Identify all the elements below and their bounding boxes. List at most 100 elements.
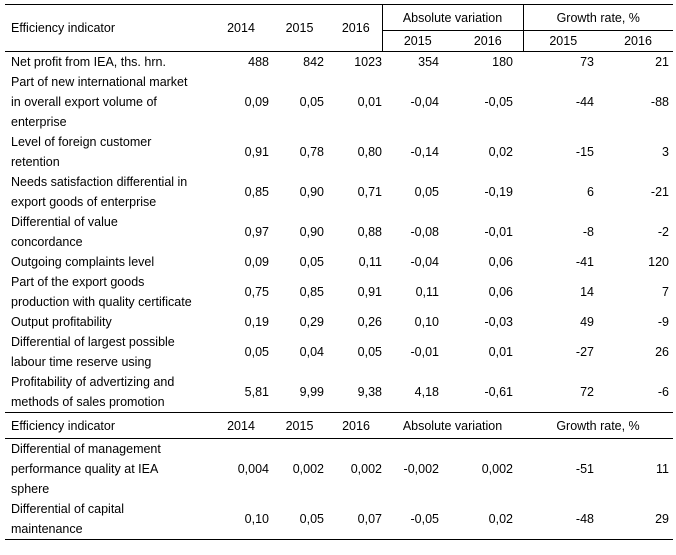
cell-2016: 1023 — [354, 55, 382, 69]
row-label-line: Output profitability — [11, 315, 112, 329]
cell-2016: 0,71 — [357, 185, 382, 199]
row-label: Part of new international market in over… — [5, 72, 213, 132]
cell-2015: 0,78 — [299, 145, 324, 159]
cell-abs-2016: 180 — [492, 55, 513, 69]
row-label: Net profit from IEA, ths. hrn. — [5, 52, 213, 73]
cell-growth-2015: -27 — [575, 345, 594, 359]
cell-abs-2016: 0,01 — [488, 345, 513, 359]
cell-abs-2016: 0,06 — [488, 255, 513, 269]
cell-abs-2016: -0,03 — [484, 315, 514, 329]
row-label: Differential of management performance q… — [5, 438, 213, 499]
cell-growth-2015: 73 — [580, 55, 594, 69]
row-label: Level of foreign customer retention — [5, 132, 213, 172]
cell-2014: 488 — [248, 55, 269, 69]
row-label-line: export goods of enterprise — [11, 195, 157, 209]
cell-growth-2015: 72 — [580, 385, 594, 399]
cell-growth-2015: 49 — [580, 315, 594, 329]
cell-growth-2016: 11 — [603, 438, 673, 499]
cell-2016: 0,11 — [358, 255, 382, 269]
table-row: Output profitability 0,19 0,29 0,26 0,10… — [5, 312, 673, 332]
table-row: Differential of management performance q… — [5, 438, 673, 499]
row-label-line: Needs satisfaction differential in — [11, 175, 188, 189]
cell-abs-2015: 4,18 — [414, 385, 439, 399]
cell-abs-2015: 0,10 — [414, 315, 439, 329]
row-label: Differential of capital maintenance — [5, 499, 213, 540]
row-label-line: maintenance — [11, 522, 83, 536]
cell-abs-2015: 354 — [418, 55, 439, 69]
row-label: Profitability of advertizing and methods… — [5, 372, 213, 413]
cell-2015: 0,85 — [299, 285, 324, 299]
cell-growth-2016: 7 — [662, 285, 669, 299]
header-indicator: Efficiency indicator — [5, 4, 213, 52]
header-2016: 2016 — [330, 4, 382, 52]
header-growth-2016: 2016 — [603, 30, 673, 52]
row-label: Part of the export goods production with… — [5, 272, 213, 312]
table-row: Needs satisfaction differential in expor… — [5, 172, 673, 212]
cell-growth-2015: -44 — [575, 95, 594, 109]
row-label-line: concordance — [11, 235, 83, 249]
cell-abs-2015: -0,05 — [382, 499, 453, 540]
header2-2015: 2015 — [269, 412, 330, 439]
cell-2014: 0,75 — [244, 285, 269, 299]
cell-growth-2016: 26 — [655, 345, 669, 359]
cell-2014: 0,10 — [213, 499, 269, 540]
row-label-line: Differential of value — [11, 215, 118, 229]
header2-2016: 2016 — [330, 412, 382, 439]
cell-growth-2016: -6 — [657, 385, 669, 399]
table-row: Outgoing complaints level 0,09 0,05 0,11… — [5, 252, 673, 272]
header2-indicator: Efficiency indicator — [5, 412, 213, 439]
cell-2014: 0,85 — [244, 185, 269, 199]
cell-abs-2015: -0,04 — [410, 255, 440, 269]
cell-abs-2015: 0,11 — [415, 285, 439, 299]
cell-abs-2016: -0,05 — [484, 95, 514, 109]
cell-growth-2016: -21 — [650, 185, 669, 199]
row-label-line: Part of the export goods — [11, 275, 145, 289]
cell-growth-2015: -8 — [582, 225, 594, 239]
table-row: Part of new international market in over… — [5, 72, 673, 132]
table-row: Profitability of advertizing and methods… — [5, 372, 673, 413]
header2-absolute-variation: Absolute variation — [382, 412, 523, 439]
cell-growth-2016: -88 — [650, 95, 669, 109]
header2-growth-rate: Growth rate, % — [523, 412, 673, 439]
header-absolute-variation: Absolute variation — [381, 4, 523, 31]
table-row: Level of foreign customer retention 0,91… — [5, 132, 673, 172]
table-row: Differential of largest possible labour … — [5, 332, 673, 372]
cell-2016: 0,88 — [357, 225, 382, 239]
cell-growth-2016: 29 — [603, 499, 673, 540]
row-label-line: labour time reserve using — [11, 355, 152, 369]
row-label-line: enterprise — [11, 115, 67, 129]
row-label-line: sphere — [11, 482, 50, 496]
cell-2015: 0,29 — [299, 315, 324, 329]
cell-growth-2015: -15 — [575, 145, 594, 159]
header-growth-2015: 2015 — [522, 30, 603, 52]
cell-2016: 0,26 — [357, 315, 382, 329]
cell-2015: 9,99 — [299, 385, 324, 399]
cell-2015: 0,04 — [299, 345, 324, 359]
cell-2014: 0,91 — [244, 145, 269, 159]
cell-growth-2015: -48 — [523, 499, 603, 540]
cell-abs-2015: -0,14 — [410, 145, 440, 159]
cell-abs-2016: 0,06 — [488, 285, 513, 299]
row-label: Differential of largest possible labour … — [5, 332, 213, 372]
cell-abs-2016: -0,19 — [484, 185, 514, 199]
cell-growth-2016: 21 — [655, 55, 669, 69]
cell-abs-2016: 0,02 — [488, 145, 513, 159]
cell-2014: 0,97 — [244, 225, 269, 239]
cell-growth-2015: -41 — [575, 255, 594, 269]
table-row: Differential of capital maintenance 0,10… — [5, 499, 673, 540]
cell-2016: 0,80 — [357, 145, 382, 159]
cell-2015: 0,05 — [299, 95, 324, 109]
header-growth-rate: Growth rate, % — [522, 4, 673, 31]
header-abs-2015: 2015 — [381, 30, 453, 52]
row-label: Outgoing complaints level — [5, 252, 213, 272]
cell-2015: 0,90 — [299, 225, 324, 239]
header2-2014: 2014 — [213, 412, 269, 439]
cell-2014: 0,09 — [244, 255, 269, 269]
row-label-line: performance quality at IEA — [11, 462, 159, 476]
cell-2015: 0,002 — [269, 438, 330, 499]
cell-2016: 0,002 — [330, 438, 382, 499]
cell-abs-2016: 0,002 — [453, 438, 523, 499]
row-label-line: Part of new international market — [11, 75, 188, 89]
table-row: Part of the export goods production with… — [5, 272, 673, 312]
header-2014: 2014 — [213, 4, 269, 52]
